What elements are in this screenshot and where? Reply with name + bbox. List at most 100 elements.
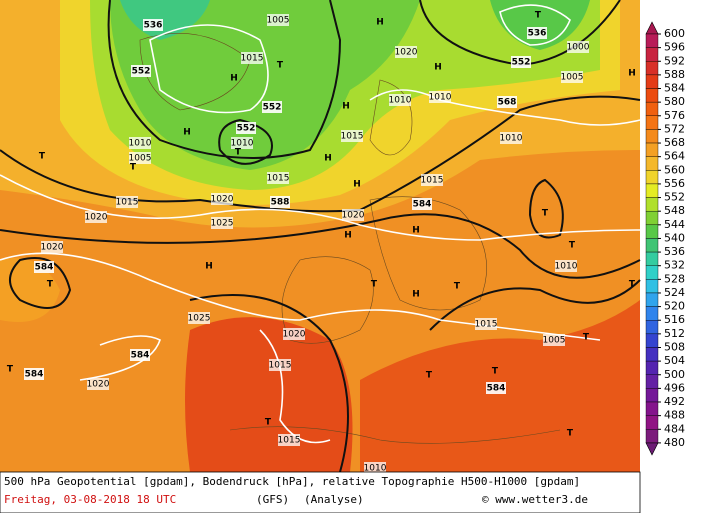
- contour-label: 1015: [269, 361, 292, 371]
- contour-label: 584: [131, 351, 150, 361]
- legend-label: 536: [664, 245, 685, 258]
- contour-label: 1010: [500, 134, 523, 144]
- pressure-center: H: [344, 231, 352, 241]
- pressure-center: T: [235, 148, 242, 158]
- pressure-center: H: [205, 262, 213, 272]
- label-bg: [555, 260, 577, 272]
- legend-band: [645, 115, 659, 130]
- contour-label: 584: [25, 370, 44, 380]
- label-bg: [262, 101, 282, 113]
- contour-label: 536: [144, 21, 163, 31]
- legend-band: [645, 183, 659, 198]
- label-bg: [421, 174, 443, 186]
- legend-band: [645, 415, 659, 430]
- pressure-center: T: [492, 367, 499, 377]
- contour-label: 1020: [211, 195, 234, 205]
- legend-band: [645, 306, 659, 321]
- footer-analysis: (Analyse): [304, 493, 364, 506]
- contour-label: 584: [35, 263, 54, 273]
- contour-label: 588: [271, 198, 290, 208]
- pressure-center: T: [426, 371, 433, 381]
- legend-label: 592: [664, 54, 685, 67]
- legend-label: 496: [664, 381, 685, 394]
- label-bg: [236, 122, 256, 134]
- legend-label: 568: [664, 136, 685, 149]
- legend-label: 596: [664, 41, 685, 54]
- pressure-center: T: [454, 282, 461, 292]
- pressure-center: H: [628, 69, 636, 79]
- legend-band: [645, 401, 659, 416]
- contour-label: 1020: [87, 380, 110, 390]
- contour-label: 536: [528, 29, 547, 39]
- legend-band: [645, 265, 659, 280]
- label-bg: [278, 434, 300, 446]
- legend-band: [645, 74, 659, 89]
- contour-label: 1025: [188, 314, 211, 324]
- label-bg: [130, 349, 150, 361]
- label-bg: [561, 71, 583, 83]
- label-bg: [129, 137, 151, 149]
- label-bg: [211, 193, 233, 205]
- legend-band: [645, 251, 659, 266]
- pressure-center: T: [583, 333, 590, 343]
- label-bg: [188, 312, 210, 324]
- contour-label: 1015: [475, 320, 498, 330]
- contour-label: 1005: [267, 16, 290, 26]
- zone-green: [110, 0, 420, 170]
- pressure-center: T: [47, 280, 54, 290]
- zone-red-iberia: [185, 317, 353, 472]
- legend-band: [645, 238, 659, 253]
- label-bg: [269, 359, 291, 371]
- pressure-center: H: [434, 63, 442, 73]
- label-bg: [412, 198, 432, 210]
- legend-label: 560: [664, 163, 685, 176]
- label-bg: [267, 172, 289, 184]
- legend-label: 520: [664, 300, 685, 313]
- label-bg: [211, 217, 233, 229]
- contour-label: 1005: [543, 336, 566, 346]
- legend-band: [645, 347, 659, 362]
- legend-label: 532: [664, 259, 685, 272]
- pressure-center: H: [353, 180, 361, 190]
- coastlines: [139, 33, 561, 444]
- contour-label: 1010: [231, 139, 254, 149]
- legend-label: 508: [664, 340, 685, 353]
- legend-band: [645, 197, 659, 212]
- legend-top-arrow: [645, 21, 659, 35]
- contour-label: 1005: [129, 154, 152, 164]
- label-bg: [486, 382, 506, 394]
- legend-band: [645, 33, 659, 48]
- pressure-center: T: [535, 11, 542, 21]
- footer-credit: © www.wetter3.de: [482, 493, 588, 506]
- contour-label: 1010: [429, 93, 452, 103]
- legend-band: [645, 129, 659, 144]
- contour-label: 1020: [342, 211, 365, 221]
- pressure-center: T: [569, 241, 576, 251]
- footer-date: Freitag, 03-08-2018 18 UTC: [4, 493, 176, 506]
- legend-label: 580: [664, 95, 685, 108]
- contour-label: 1020: [283, 330, 306, 340]
- label-bg: [41, 241, 63, 253]
- label-bg: [364, 462, 386, 474]
- zone-green-east: [490, 0, 590, 50]
- contour-label: 1020: [41, 243, 64, 253]
- label-bg: [143, 19, 163, 31]
- contour-label: 1015: [278, 436, 301, 446]
- contour-label: 552: [132, 67, 151, 77]
- contour-label: 1015: [267, 174, 290, 184]
- legend-band: [645, 429, 659, 444]
- legend-label: 548: [664, 204, 685, 217]
- contour-label: 584: [413, 200, 432, 210]
- legend-band: [645, 210, 659, 226]
- label-bg: [270, 196, 290, 208]
- contour-label: 1015: [116, 198, 139, 208]
- contour-label: 1020: [85, 213, 108, 223]
- label-bg: [429, 91, 451, 103]
- legend-band: [645, 224, 659, 239]
- legend-band: [645, 156, 659, 171]
- label-bg: [24, 368, 44, 380]
- color-legend: 6005965925885845805765725685645605565525…: [645, 21, 685, 456]
- contour-label: 1000: [567, 43, 590, 53]
